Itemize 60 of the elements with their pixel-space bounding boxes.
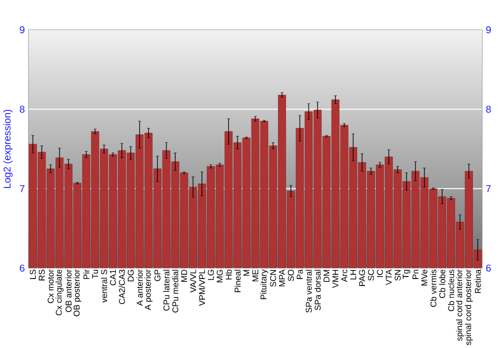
x-tick-label: Cb vermis xyxy=(430,270,436,308)
x-tick-label: MPA xyxy=(279,270,285,286)
x-tick-label: CA2/CA3 xyxy=(118,270,125,304)
x-tick-label: Pir xyxy=(83,270,90,280)
x-tick-label: GP xyxy=(154,270,160,282)
y-axis-title: Log2 (expression) xyxy=(3,110,13,188)
x-tick-label: LG xyxy=(208,270,214,280)
x-tick-label: CPu lateral xyxy=(163,270,170,311)
x-tick-label: DM xyxy=(324,270,330,282)
x-tick-label: IC xyxy=(376,270,383,278)
x-tick-label: VA/VL xyxy=(190,270,196,293)
x-tick-label: DG xyxy=(128,270,134,282)
y-tick-label: 9 xyxy=(20,26,24,34)
x-tick-label: Pn xyxy=(412,270,418,280)
x-tick-label: OB anterior xyxy=(65,270,72,312)
x-tick-label: A anterior xyxy=(136,270,143,306)
x-tick-label: Cx cingulate xyxy=(56,270,64,316)
x-tick-label: Cb lobe xyxy=(439,270,446,298)
x-tick-label: CPu medial xyxy=(172,270,178,313)
x-tick-label: M xyxy=(244,270,250,276)
x-tick-label: ventral S xyxy=(100,270,108,303)
x-tick-label: ME xyxy=(252,270,258,282)
x-tick-label: Pineal xyxy=(234,270,241,292)
x-tick-label: spinal cord anterior xyxy=(456,270,464,342)
x-tick-label: MVe xyxy=(421,270,428,286)
x-tick-label: LH xyxy=(350,270,356,280)
x-tick-label: CA1 xyxy=(110,270,116,286)
x-tick-label: SPa ventral xyxy=(306,270,312,313)
x-tick-label: Tu xyxy=(92,270,98,279)
y2-tick-label: 9 xyxy=(486,26,491,34)
x-tick-label: RS xyxy=(38,270,45,281)
x-tick-label: VTA xyxy=(386,270,392,286)
x-tick-label: MG xyxy=(216,270,223,282)
x-tick-label: Pituitary xyxy=(260,270,268,300)
x-tick-label: Retina xyxy=(474,270,481,294)
x-tick-label: Tg xyxy=(402,270,410,280)
x-tick-label: MD xyxy=(181,270,188,282)
y2-tick-label: 6 xyxy=(486,264,491,272)
x-tick-label: OB posterior xyxy=(73,270,82,316)
x-tick-label: SO xyxy=(288,270,294,282)
y2-tick-label: 8 xyxy=(486,106,491,113)
x-tick-label: Hb xyxy=(226,270,232,280)
x-tick-label: Cx motor xyxy=(48,270,54,304)
x-tick-label: VMH xyxy=(332,270,338,288)
x-tick-label: SPa dorsal xyxy=(314,270,321,310)
x-tick-label: SC xyxy=(368,270,374,281)
x-tick-label: SCN xyxy=(270,270,276,287)
x-tick-label: SN xyxy=(394,270,401,281)
x-tick-label: LS xyxy=(30,270,36,280)
y-tick-label: 8 xyxy=(20,106,24,113)
x-tick-label: VPM/VPL xyxy=(198,270,206,306)
x-tick-label: Arc xyxy=(341,270,348,282)
x-tick-label: Pa xyxy=(296,270,303,280)
x-tick-label: A posterior xyxy=(144,270,152,310)
y2-tick-label: 7 xyxy=(486,185,491,192)
y-tick-label: 7 xyxy=(20,185,24,192)
x-tick-label: PAG xyxy=(359,270,366,286)
x-tick-label: spinal cord posterior xyxy=(464,270,473,346)
x-tick-label: Cb nucleus xyxy=(448,270,454,312)
y-tick-label: 6 xyxy=(20,264,24,272)
